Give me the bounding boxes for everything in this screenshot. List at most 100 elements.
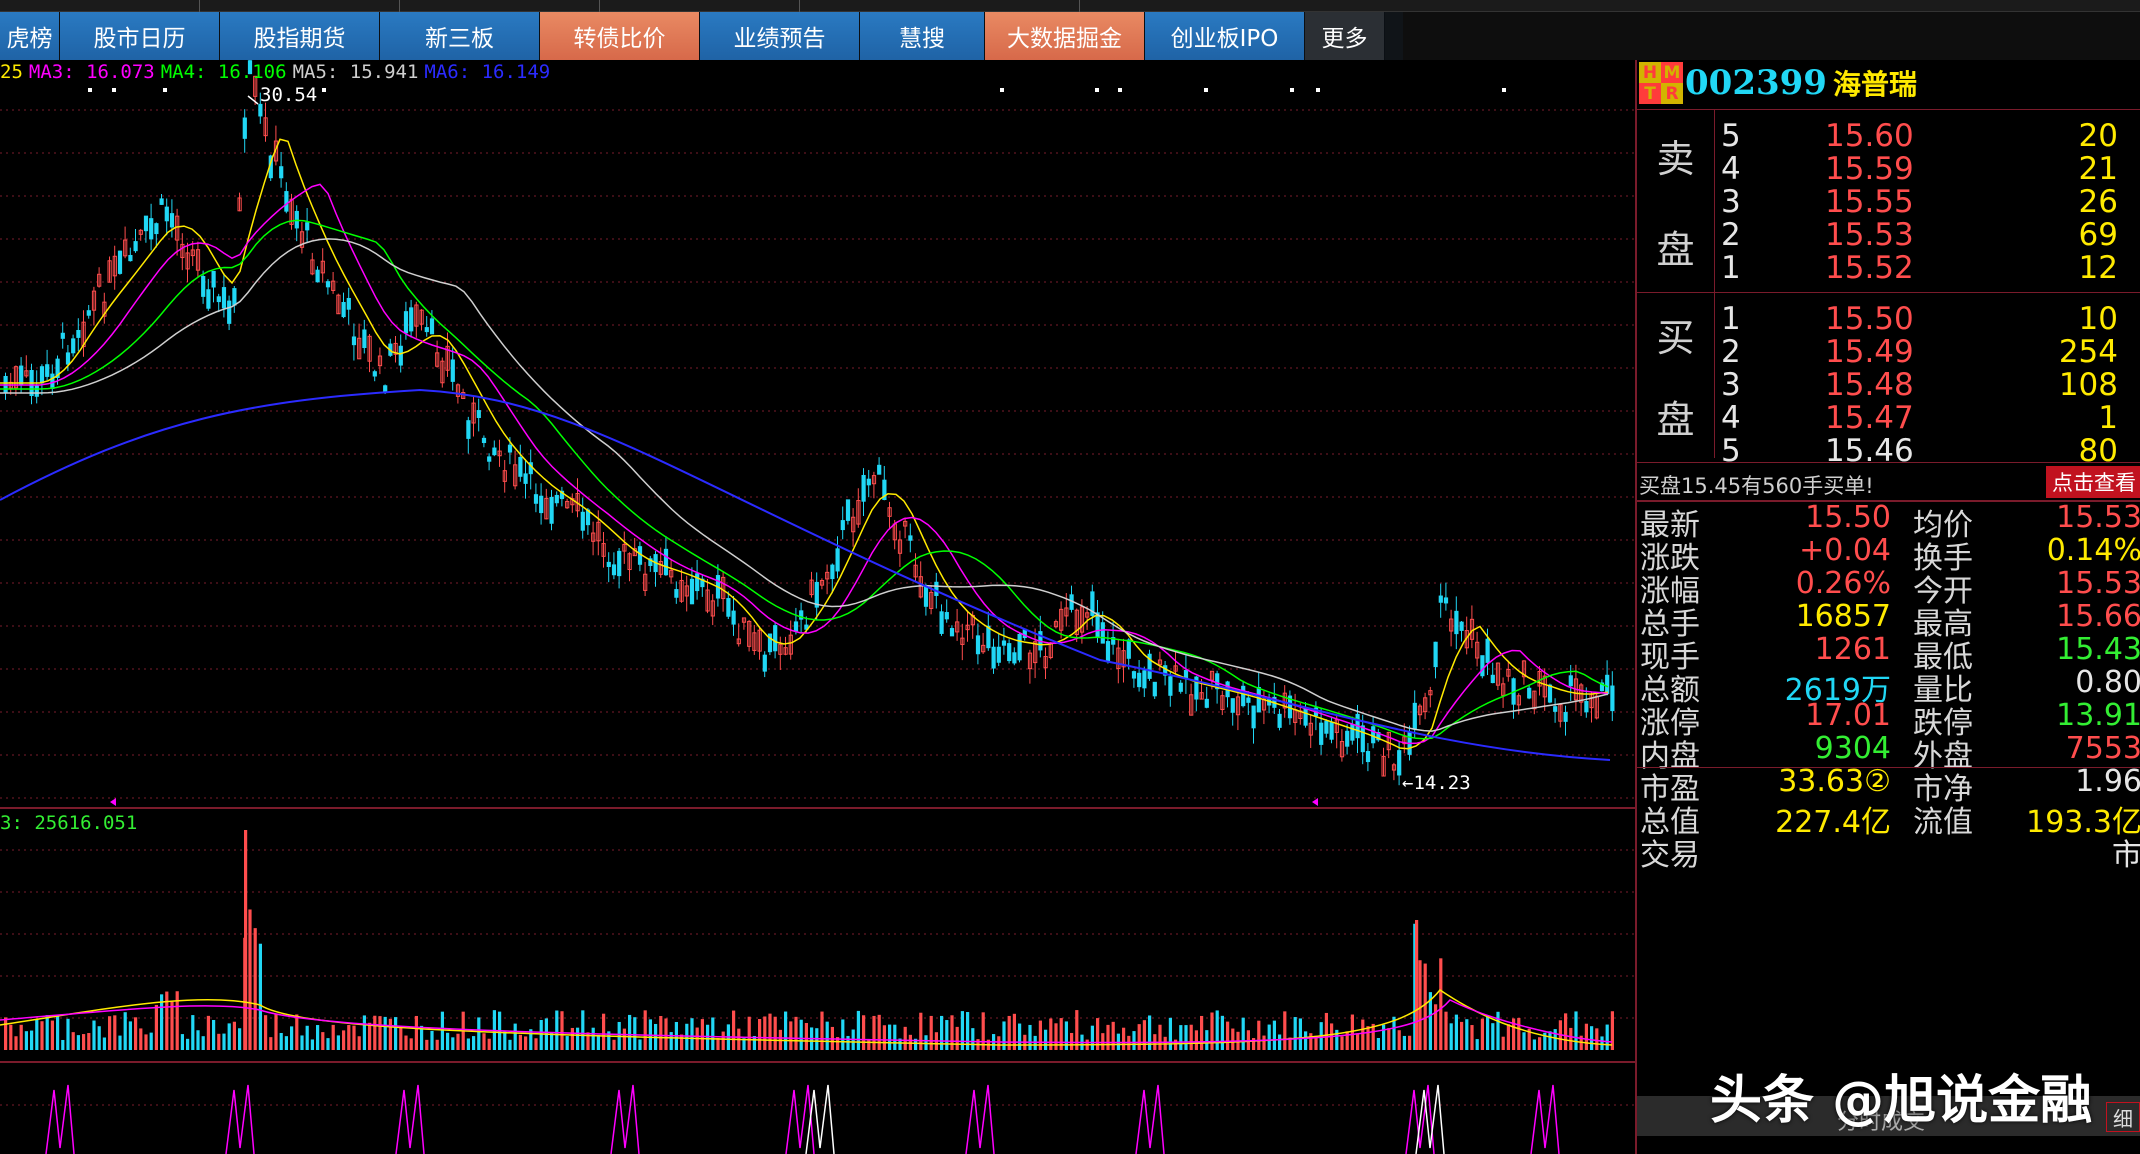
detail-button[interactable]: 细 (2106, 1102, 2140, 1132)
candle-body (887, 507, 892, 517)
view-details-button[interactable]: 点击查看 (2046, 466, 2140, 498)
candle-body (845, 499, 851, 521)
candle-body (663, 548, 669, 576)
hmtr-badge-icon[interactable]: H M T R (1639, 62, 1683, 104)
event-marker (1502, 88, 1506, 92)
buy-level-row[interactable]: 3 15.48 108 (1715, 361, 2140, 406)
volume-bar (336, 1035, 340, 1050)
volume-bar (1418, 960, 1422, 1050)
volume-bar (586, 1032, 590, 1050)
nav-tab[interactable]: 大数据掘金 (985, 12, 1145, 60)
volume-bar (1288, 1037, 1292, 1050)
candle-body (1495, 662, 1501, 686)
sell-level-row[interactable]: 2 15.53 69 (1715, 211, 2140, 256)
sell-orderbook: 卖 盘 5 15.60 20 4 15.59 21 3 15.55 26 2 15.53 69 1 15.… (1637, 109, 2140, 292)
volume-bar (1168, 1017, 1172, 1050)
volume-bar (1350, 1014, 1354, 1050)
candle-body (1064, 607, 1069, 617)
candle-body (221, 287, 227, 309)
candle-body (1475, 641, 1480, 659)
volume-bar (804, 1023, 808, 1050)
kline-chart-canvas[interactable] (0, 60, 1635, 1154)
volume-bar (180, 1034, 184, 1050)
volume-bar (1517, 1017, 1521, 1050)
candle-body (237, 197, 242, 212)
candle-body (1490, 674, 1495, 684)
volume-bar (706, 1024, 710, 1050)
candle-body (778, 643, 783, 655)
buy-label-char: 买 (1656, 315, 1695, 360)
volume-bar (1543, 1032, 1547, 1050)
candle-body (450, 359, 455, 382)
level-price: 15.53 (1825, 217, 1914, 253)
candle-body (1178, 682, 1183, 692)
candle-body (1100, 622, 1105, 644)
candle-body (284, 191, 289, 212)
candle-body (1527, 687, 1532, 699)
candle-body (747, 620, 752, 647)
volume-bar (1434, 1004, 1438, 1050)
volume-bar (872, 1015, 876, 1050)
candle-body (1568, 675, 1573, 687)
volume-bar (196, 1030, 200, 1050)
kline-chart-panel[interactable]: 25 MA3: 16.073 MA4: 16.106 MA5: 15.941 MA6: … (0, 60, 1635, 1154)
nav-tab[interactable]: 转债比价 (540, 12, 700, 60)
level-volume: 254 (2058, 334, 2118, 370)
candle-body (736, 638, 741, 645)
sell-level-row[interactable]: 3 15.55 26 (1715, 178, 2140, 223)
sell-level-row[interactable]: 4 15.59 21 (1715, 145, 2140, 190)
nav-tab[interactable]: 股市日历 (60, 12, 220, 60)
buy-level-row[interactable]: 5 15.46 80 (1715, 427, 2140, 472)
volume-bar (160, 994, 164, 1050)
ma-line (0, 238, 1609, 732)
buy-level-row[interactable]: 2 15.49 254 (1715, 328, 2140, 373)
volume-bar (1044, 1029, 1048, 1050)
candle-body (227, 300, 232, 324)
volume-bar (1444, 1011, 1448, 1050)
volume-bar (1501, 1036, 1505, 1050)
volume-bar (732, 1010, 736, 1050)
candle-body (1324, 720, 1329, 734)
volume-bar (87, 1033, 91, 1050)
buy-side-label: 买 盘 (1637, 293, 1715, 458)
volume-bar (903, 1026, 907, 1050)
candle-body (232, 288, 237, 306)
volume-bar (1298, 1018, 1302, 1050)
nav-tab[interactable]: 业绩预告 (700, 12, 860, 60)
level-number: 4 (1721, 400, 1741, 436)
quote-row: 总额 2619万 量比 0.80 (1637, 665, 2140, 708)
candle-body (65, 352, 71, 365)
candle-body (195, 249, 201, 271)
nav-tab[interactable]: 创业板IPO (1145, 12, 1305, 60)
level-price: 15.55 (1825, 184, 1914, 220)
candle-body (305, 222, 310, 231)
volume-bar (908, 1034, 912, 1050)
buy-level-row[interactable]: 4 15.47 1 (1715, 394, 2140, 439)
volume-bar (1038, 1020, 1042, 1050)
volume-bar (784, 1011, 788, 1050)
nav-tab[interactable]: 新三板 (380, 12, 540, 60)
volume-bar (799, 1019, 803, 1050)
tick-trades-bar[interactable]: 分时成交 细 (1637, 1096, 2140, 1136)
candle-body (128, 254, 133, 262)
volume-bar (1007, 1015, 1011, 1050)
volume-bar (508, 1039, 512, 1050)
nav-tab[interactable]: 慧搜 (860, 12, 985, 60)
volume-bar (721, 1031, 725, 1050)
volume-bar (1012, 1013, 1016, 1050)
candle-body (1152, 681, 1157, 697)
oscillator-line (225, 1084, 255, 1154)
nav-tab[interactable]: 虎榜 (0, 12, 60, 60)
quote-value: 1261 (1814, 632, 1891, 667)
sell-level-row[interactable]: 1 15.52 12 (1715, 244, 2140, 289)
oscillator-line (1405, 1084, 1435, 1154)
sell-level-row[interactable]: 5 15.60 20 (1715, 112, 2140, 157)
candle-body (19, 365, 24, 386)
volume-bar (856, 1010, 860, 1050)
volume-bar (175, 991, 179, 1050)
nav-tab[interactable]: 股指期货 (220, 12, 380, 60)
nav-tab[interactable]: 更多 (1305, 12, 1385, 60)
buy-level-row[interactable]: 1 15.50 10 (1715, 295, 2140, 340)
candle-body (611, 564, 617, 576)
quote-value: 16857 (1795, 599, 1891, 634)
